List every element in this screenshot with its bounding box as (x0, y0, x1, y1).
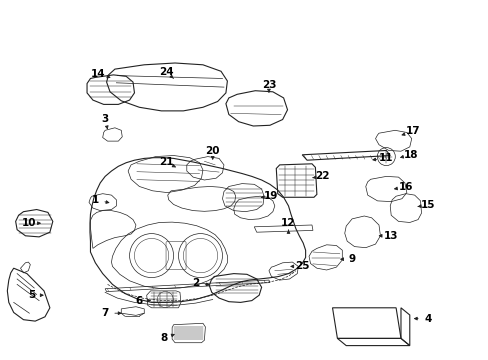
Text: 8: 8 (160, 333, 167, 343)
Text: 15: 15 (420, 200, 434, 210)
Text: 18: 18 (403, 150, 417, 160)
Text: 17: 17 (405, 126, 420, 136)
Text: 23: 23 (261, 80, 276, 90)
Text: 6: 6 (136, 296, 142, 306)
Text: 9: 9 (348, 254, 355, 264)
Text: 2: 2 (192, 278, 199, 288)
Text: 25: 25 (294, 261, 309, 271)
Text: 13: 13 (383, 231, 398, 241)
Text: 16: 16 (398, 182, 412, 192)
Text: 14: 14 (90, 69, 105, 79)
Text: 19: 19 (264, 191, 278, 201)
Text: 3: 3 (102, 114, 108, 124)
Text: 10: 10 (22, 218, 37, 228)
Text: 24: 24 (159, 67, 173, 77)
Text: 12: 12 (281, 218, 295, 228)
Text: 11: 11 (378, 153, 393, 163)
Text: 21: 21 (159, 157, 173, 167)
Text: 20: 20 (205, 146, 220, 156)
Text: 1: 1 (92, 195, 99, 205)
Text: 7: 7 (101, 308, 109, 318)
Text: 4: 4 (423, 314, 431, 324)
Text: 22: 22 (315, 171, 329, 181)
Text: 5: 5 (28, 290, 35, 300)
